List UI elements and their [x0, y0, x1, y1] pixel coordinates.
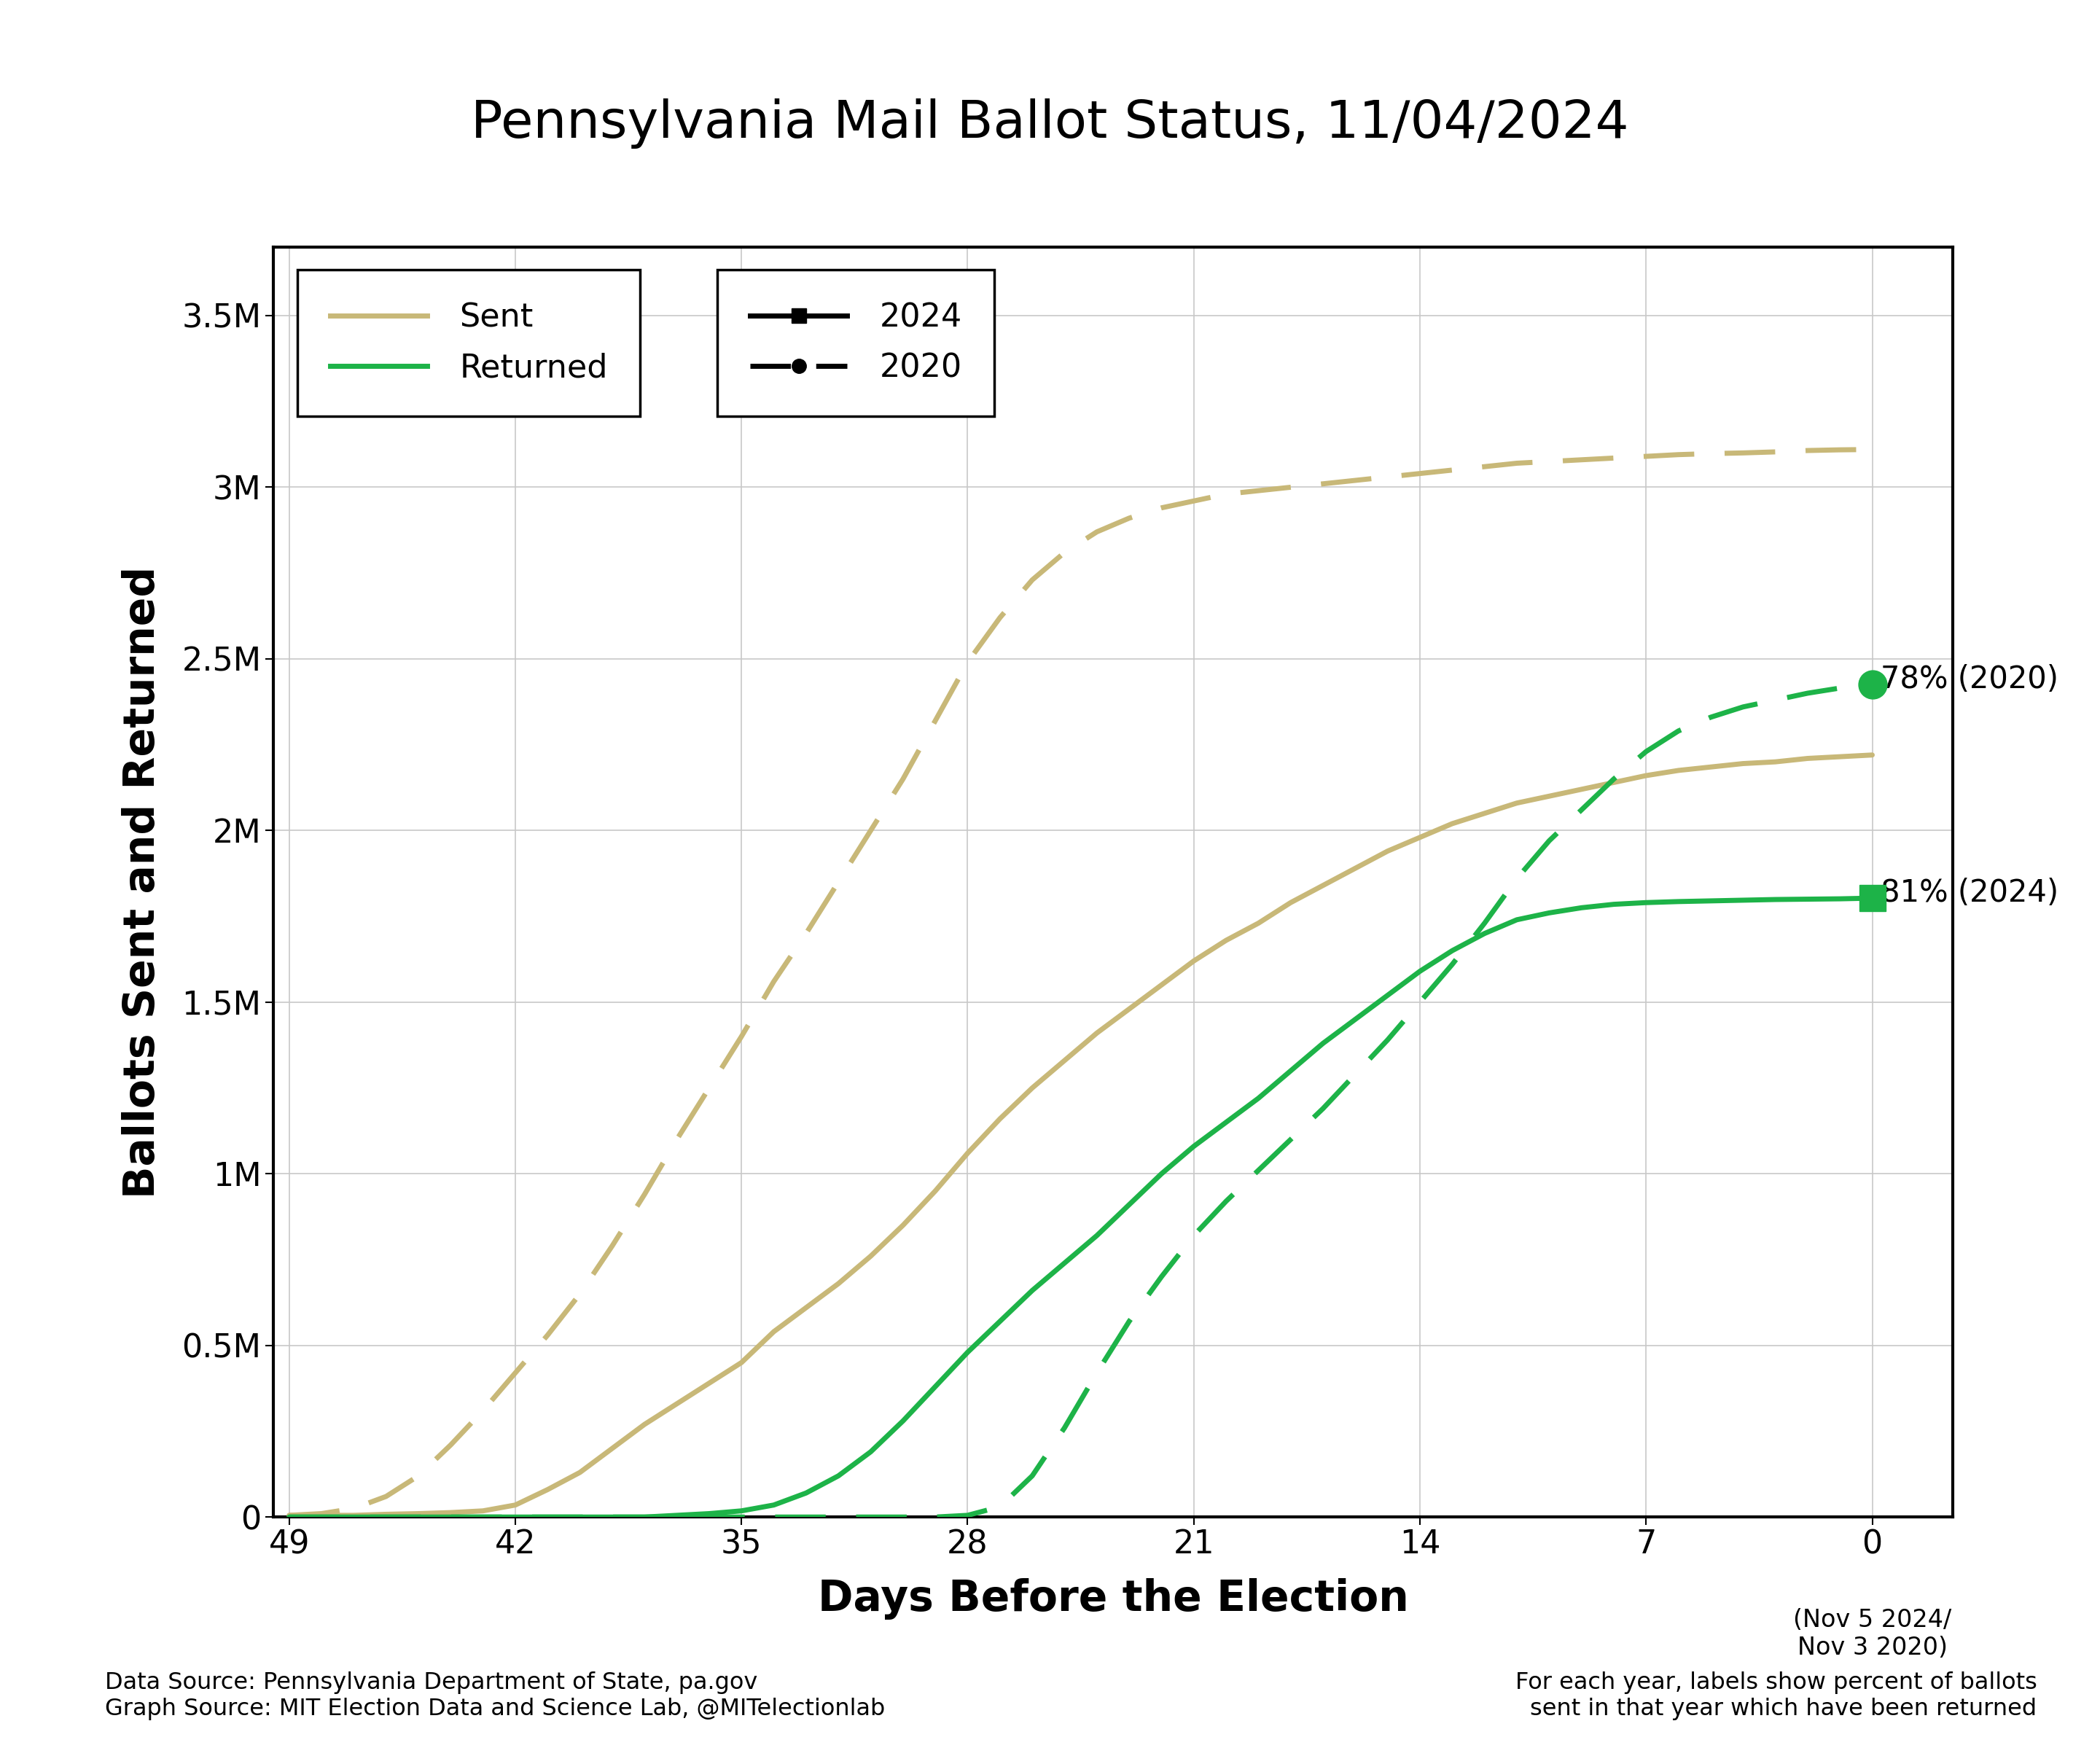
Text: (Nov 5 2024/
Nov 3 2020): (Nov 5 2024/ Nov 3 2020) [1793, 1609, 1951, 1660]
Text: For each year, labels show percent of ballots
sent in that year which have been : For each year, labels show percent of ba… [1516, 1671, 2037, 1720]
Text: 78% (2020): 78% (2020) [1879, 665, 2058, 695]
Text: 81% (2024): 81% (2024) [1879, 878, 2058, 908]
Y-axis label: Ballots Sent and Returned: Ballots Sent and Returned [122, 566, 164, 1198]
X-axis label: Days Before the Election: Days Before the Election [817, 1579, 1409, 1619]
Text: Data Source: Pennsylvania Department of State, pa.gov
Graph Source: MIT Election: Data Source: Pennsylvania Department of … [105, 1671, 884, 1720]
Text: Pennsylvania Mail Ballot Status, 11/04/2024: Pennsylvania Mail Ballot Status, 11/04/2… [470, 99, 1630, 148]
Legend: 2024, 2020: 2024, 2020 [718, 270, 995, 416]
